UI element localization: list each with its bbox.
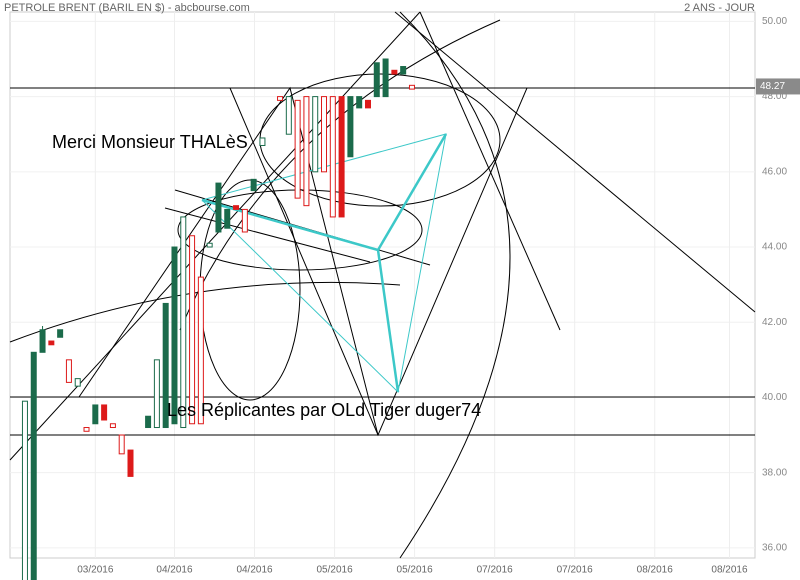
candle-body	[197, 276, 204, 425]
x-tick-label: 04/2016	[236, 565, 273, 576]
candle-body	[30, 351, 37, 580]
y-tick-label: 36.00	[762, 542, 787, 553]
candle-body	[329, 96, 336, 218]
candle-body	[373, 62, 380, 98]
x-tick-label: 04/2016	[156, 565, 193, 576]
candle-body	[48, 340, 55, 346]
y-tick-label: 38.00	[762, 467, 787, 478]
candle-body	[408, 84, 415, 90]
y-tick-label: 42.00	[762, 317, 787, 328]
plot-frame	[9, 11, 756, 559]
x-tick-label: 05/2016	[316, 565, 353, 576]
candle-body	[57, 329, 64, 338]
candle-body	[206, 242, 213, 248]
candle-body	[65, 359, 72, 383]
candle-body	[215, 182, 222, 233]
x-tick-label: 07/2016	[557, 565, 594, 576]
candle-body	[321, 96, 328, 173]
y-tick-label: 40.00	[762, 392, 787, 403]
candle-body	[162, 302, 169, 429]
x-tick-label: 05/2016	[397, 565, 434, 576]
candle-body	[391, 69, 398, 75]
candle-body	[312, 96, 319, 173]
candle-body	[338, 96, 345, 218]
candle-body	[180, 216, 187, 429]
annotation: Les Réplicantes par OLd Tiger duger74	[167, 400, 481, 420]
y-tick-label: 50.00	[762, 16, 787, 27]
candle-body	[21, 400, 28, 580]
candle-body	[382, 58, 389, 98]
candle-body	[109, 423, 116, 429]
candle-body	[101, 404, 108, 421]
last-price-box	[756, 78, 800, 95]
candle-body	[277, 96, 284, 101]
period-label: 2 ANS - JOUR	[684, 2, 755, 14]
candle-body	[83, 427, 90, 432]
candle-body	[127, 449, 134, 477]
candle-body	[74, 378, 81, 387]
candle-body	[294, 99, 301, 199]
candle-body	[364, 99, 371, 109]
candle-body	[92, 404, 99, 425]
annotation: Merci Monsieur THALèS	[52, 132, 248, 152]
y-tick-label: 48.00	[762, 91, 787, 102]
y-tick-label: 44.00	[762, 242, 787, 253]
drawings	[9, 11, 756, 559]
candle-body	[400, 66, 407, 75]
candle-body	[171, 246, 178, 425]
x-tick-label: 07/2016	[477, 565, 514, 576]
y-tick-label: 46.00	[762, 166, 787, 177]
candle-body	[153, 359, 160, 429]
x-tick-label: 03/2016	[77, 565, 114, 576]
x-tick-label: 08/2016	[637, 565, 674, 576]
candle-body	[250, 178, 257, 192]
candle-body	[224, 208, 231, 229]
candle-body	[259, 137, 266, 146]
candle-body	[241, 208, 248, 233]
x-tick-label: 08/2016	[711, 565, 748, 576]
candle-body	[356, 96, 363, 109]
candle-body	[285, 96, 292, 135]
chart-title: PETROLE BRENT (BARIL EN $) - abcbourse.c…	[4, 2, 250, 14]
candle-body	[118, 434, 125, 455]
candle-body	[233, 205, 240, 210]
candle-body	[303, 96, 310, 207]
candle-body	[39, 329, 46, 353]
last-price-label: 48.27	[760, 81, 785, 92]
candle-body	[145, 415, 152, 429]
candle-body	[189, 235, 196, 425]
candle-body	[347, 96, 354, 158]
